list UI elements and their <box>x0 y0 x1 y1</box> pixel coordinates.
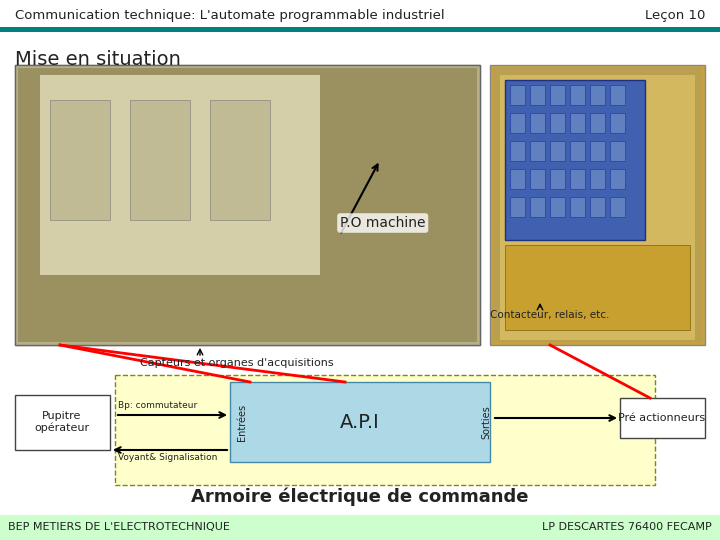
Text: Bp: commutateur: Bp: commutateur <box>118 401 197 410</box>
Bar <box>505 245 690 330</box>
Bar <box>550 197 565 217</box>
Bar <box>550 169 565 189</box>
Bar <box>610 169 625 189</box>
Bar <box>610 113 625 133</box>
Text: Capteurs et organes d'acquisitions: Capteurs et organes d'acquisitions <box>140 358 333 368</box>
Bar <box>18 68 477 342</box>
Text: P.O machine: P.O machine <box>340 216 426 230</box>
Bar <box>570 169 585 189</box>
Bar <box>40 75 320 275</box>
Text: Pré actionneurs: Pré actionneurs <box>618 413 706 423</box>
Bar <box>490 65 705 345</box>
Text: BEP METIERS DE L'ELECTROTECHNIQUE: BEP METIERS DE L'ELECTROTECHNIQUE <box>8 522 230 532</box>
Bar <box>590 85 605 105</box>
Bar <box>610 85 625 105</box>
Bar <box>510 113 525 133</box>
Bar <box>210 100 270 220</box>
Bar <box>510 169 525 189</box>
Bar <box>610 197 625 217</box>
Bar <box>130 100 190 220</box>
Bar <box>570 141 585 161</box>
Bar <box>510 197 525 217</box>
Text: Mise en situation: Mise en situation <box>15 50 181 69</box>
Bar <box>0 27 720 32</box>
Bar <box>15 65 480 345</box>
Text: Voyant& Signalisation: Voyant& Signalisation <box>118 453 217 462</box>
Text: Contacteur, relais, etc.: Contacteur, relais, etc. <box>490 310 609 320</box>
Bar <box>115 375 655 485</box>
Bar <box>493 68 702 342</box>
Bar <box>510 141 525 161</box>
Text: Sorties: Sorties <box>481 405 491 439</box>
Bar <box>550 113 565 133</box>
Bar <box>550 85 565 105</box>
Bar <box>500 75 695 340</box>
Bar <box>530 169 545 189</box>
Bar <box>15 65 480 345</box>
Text: Leçon 10: Leçon 10 <box>644 10 705 23</box>
Bar <box>570 197 585 217</box>
Bar <box>590 141 605 161</box>
Text: LP DESCARTES 76400 FECAMP: LP DESCARTES 76400 FECAMP <box>542 522 712 532</box>
Bar <box>590 169 605 189</box>
Bar <box>15 395 110 450</box>
Bar <box>610 141 625 161</box>
Bar <box>50 100 110 220</box>
Bar <box>230 382 490 462</box>
Text: Entrées: Entrées <box>237 403 247 441</box>
Bar <box>570 85 585 105</box>
Bar <box>530 113 545 133</box>
Text: Armoire électrique de commande: Armoire électrique de commande <box>192 488 528 507</box>
Bar <box>620 398 705 438</box>
Text: Communication technique: L'automate programmable industriel: Communication technique: L'automate prog… <box>15 10 445 23</box>
Bar <box>550 141 565 161</box>
Bar <box>590 197 605 217</box>
Bar <box>0 0 720 28</box>
Bar <box>0 515 720 540</box>
Bar <box>530 197 545 217</box>
Bar <box>505 80 645 240</box>
Bar <box>530 85 545 105</box>
Bar <box>530 141 545 161</box>
Bar <box>590 113 605 133</box>
Bar <box>510 85 525 105</box>
Bar <box>570 113 585 133</box>
Text: A.P.I: A.P.I <box>340 413 380 431</box>
Text: Pupitre
opérateur: Pupitre opérateur <box>35 411 89 433</box>
